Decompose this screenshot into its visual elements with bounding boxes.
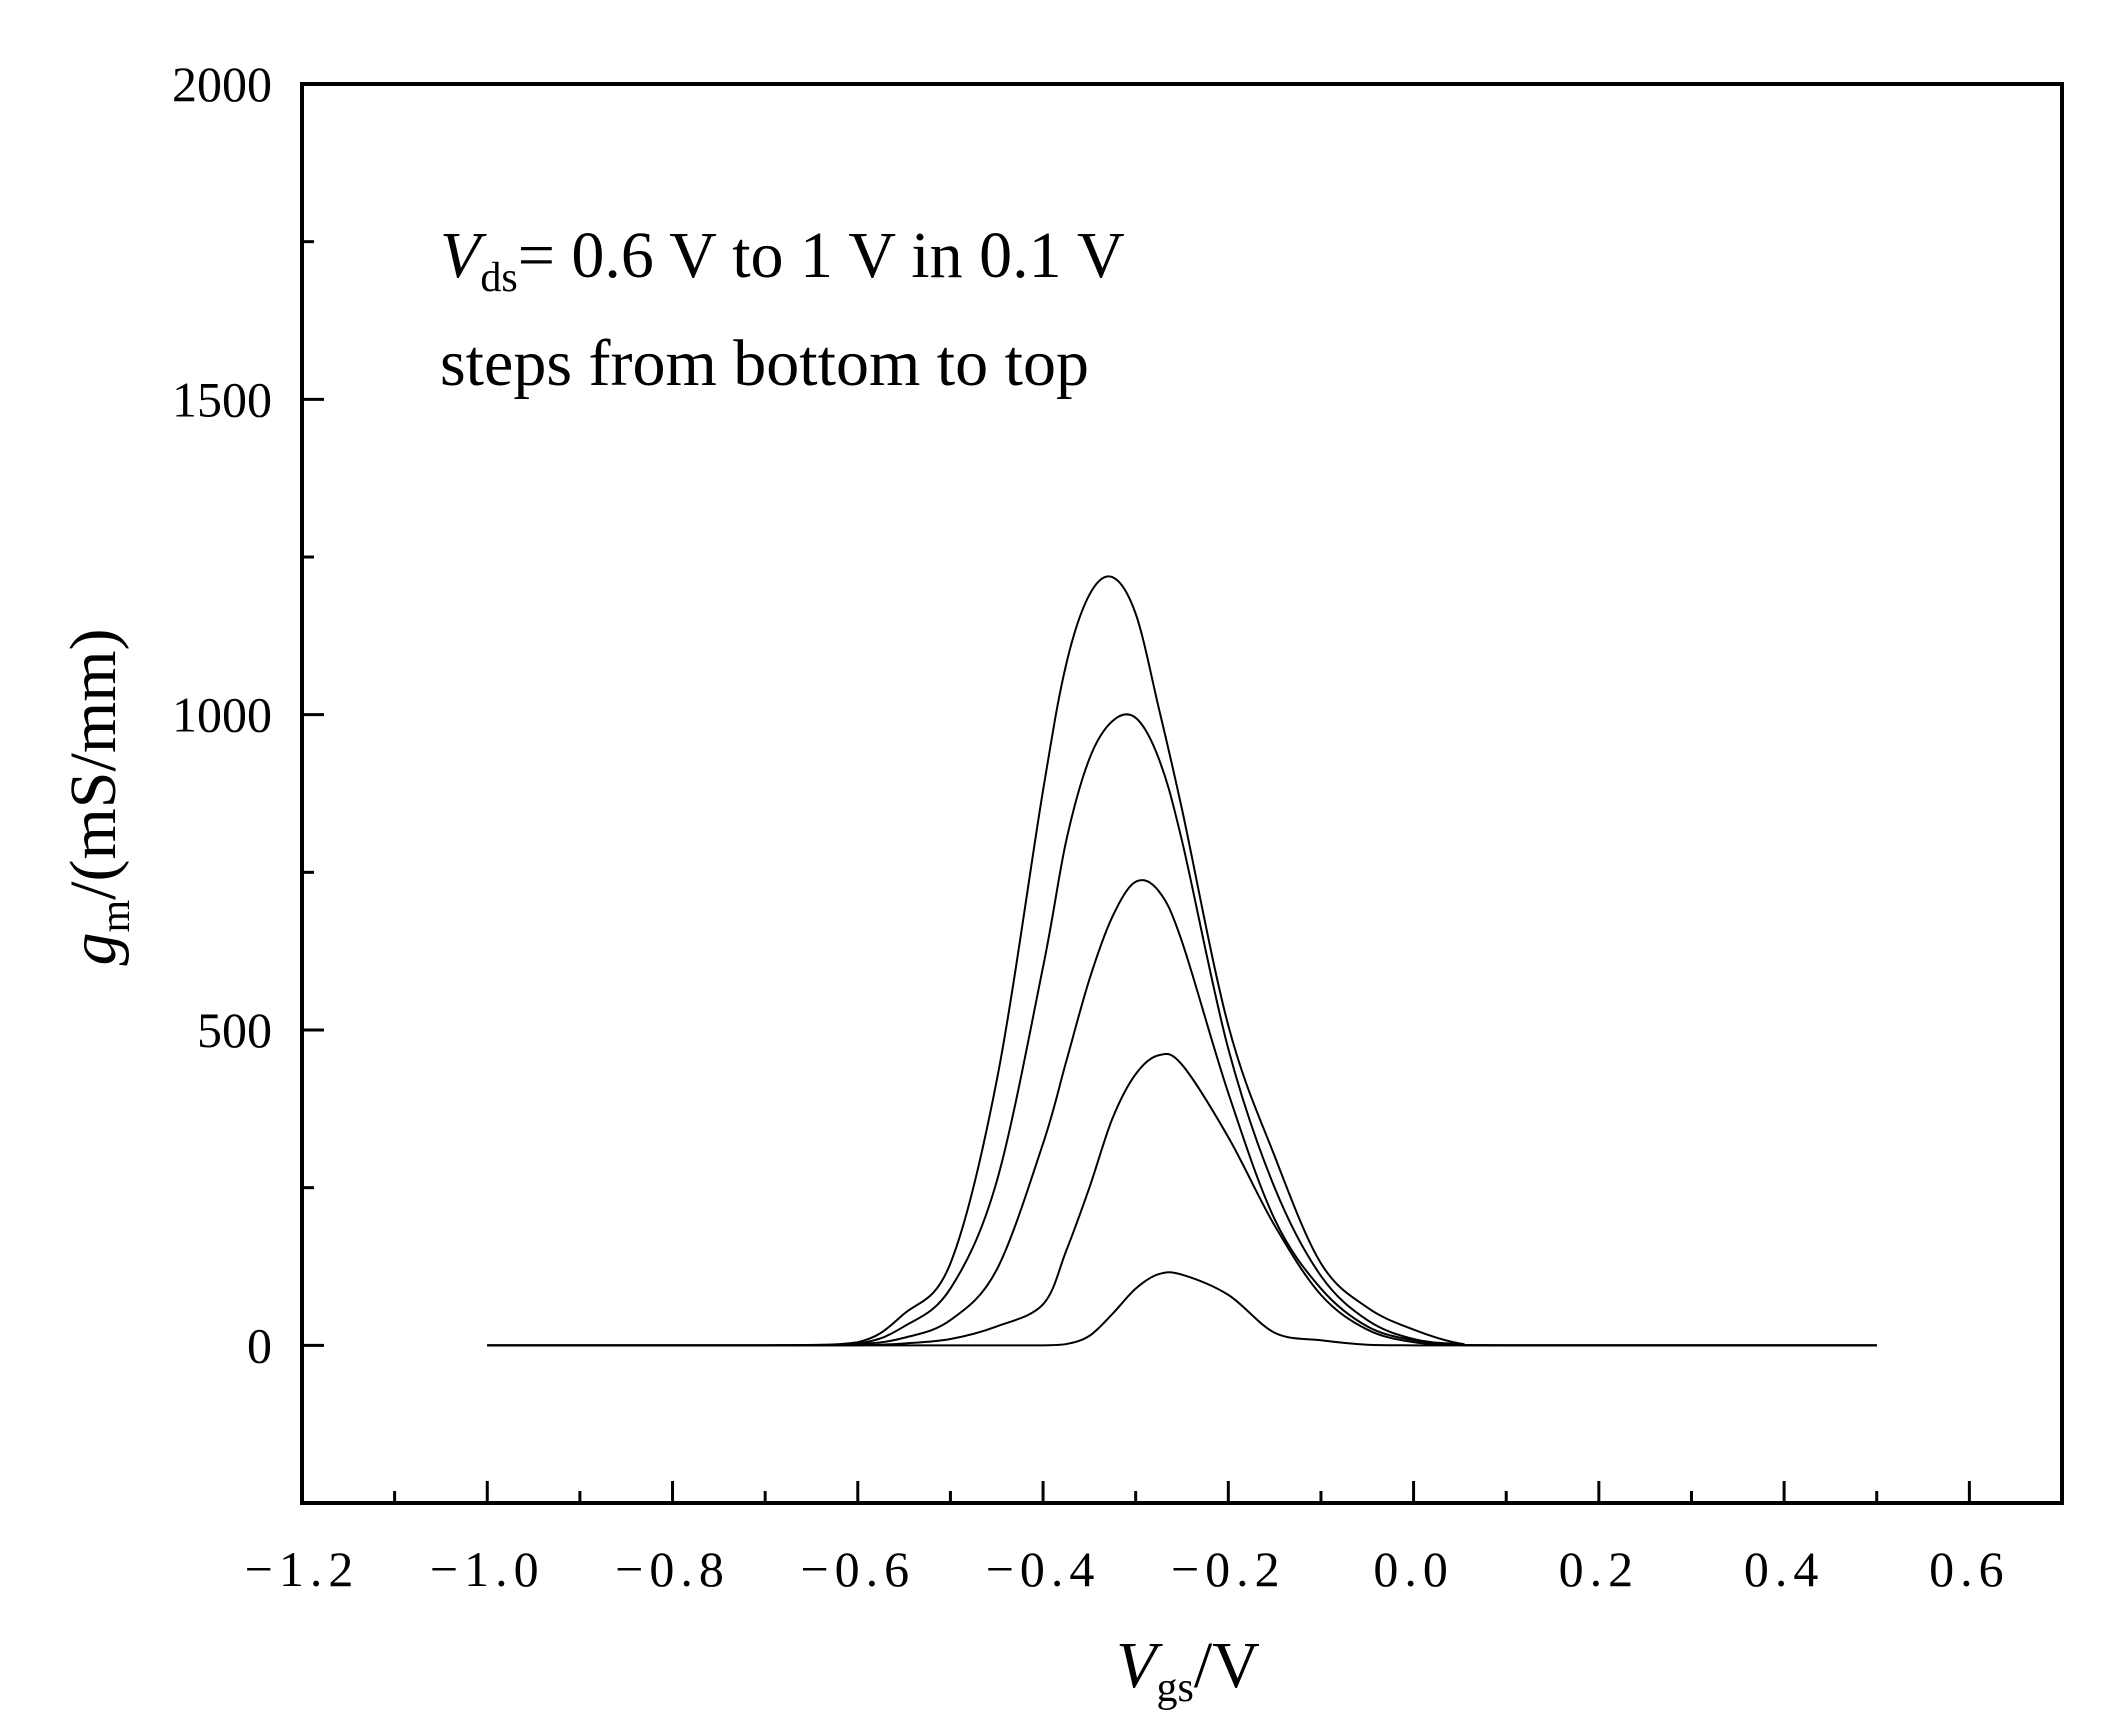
x-tick-label: −1.2 [245,1541,360,1597]
y-axis-title: gm/(mS/mm) [57,628,139,965]
series-line-4 [487,713,1877,1347]
x-tick-label: 0.2 [1559,1541,1640,1597]
plot-frame [300,82,2064,1505]
series-line-5 [487,575,1877,1347]
x-tick-label: −0.2 [1171,1541,1286,1597]
y-tick-label: 500 [197,1002,272,1058]
y-tick-label: 1000 [172,687,272,743]
x-tick-label: −1.0 [430,1541,545,1597]
x-axis-title: Vgs/V [1116,1629,1260,1711]
x-tick-label: 0.0 [1373,1541,1454,1597]
x-tick-label: −0.4 [986,1541,1101,1597]
x-tick-label: 0.6 [1929,1541,2010,1597]
x-tick-label: 0.4 [1744,1541,1825,1597]
series-line-1 [487,1271,1877,1347]
annotation-line-1: Vds= 0.6 V to 1 V in 0.1 V [440,219,1125,301]
annotation-line-2: steps from bottom to top [440,327,1089,400]
series-line-2 [487,1052,1877,1347]
x-tick-label: −0.6 [800,1541,915,1597]
y-tick-label: 0 [247,1317,272,1373]
y-tick-label: 2000 [172,56,272,112]
x-tick-label: −0.8 [615,1541,730,1597]
y-tick-label: 1500 [172,371,272,427]
